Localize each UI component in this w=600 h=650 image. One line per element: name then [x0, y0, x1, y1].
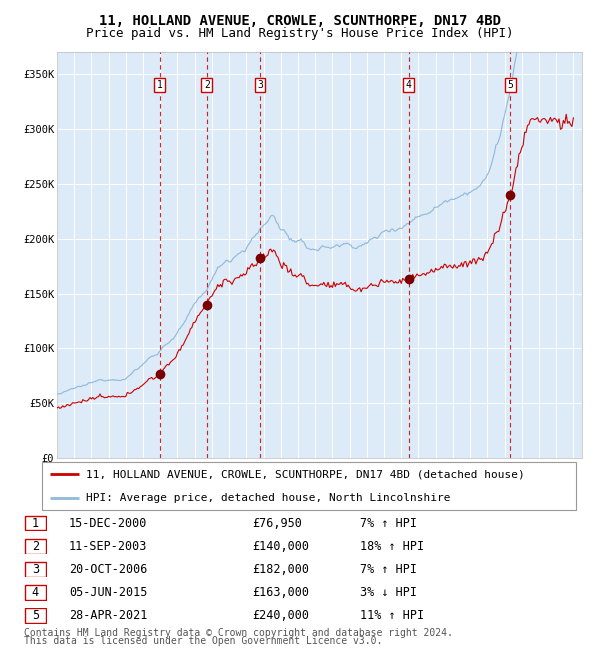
Text: £76,950: £76,950	[252, 517, 302, 530]
Text: 05-JUN-2015: 05-JUN-2015	[69, 586, 148, 599]
Text: 4: 4	[406, 80, 412, 90]
Text: 18% ↑ HPI: 18% ↑ HPI	[360, 540, 424, 552]
Text: 2: 2	[32, 540, 39, 552]
Text: 20-OCT-2006: 20-OCT-2006	[69, 563, 148, 576]
Text: 3% ↓ HPI: 3% ↓ HPI	[360, 586, 417, 599]
Text: 11-SEP-2003: 11-SEP-2003	[69, 540, 148, 552]
Text: 1: 1	[32, 517, 39, 530]
Text: HPI: Average price, detached house, North Lincolnshire: HPI: Average price, detached house, Nort…	[86, 493, 450, 502]
Text: 1: 1	[157, 80, 163, 90]
Text: 7% ↑ HPI: 7% ↑ HPI	[360, 517, 417, 530]
Text: 3: 3	[32, 563, 39, 576]
Text: £140,000: £140,000	[252, 540, 309, 552]
Text: 2: 2	[204, 80, 209, 90]
FancyBboxPatch shape	[25, 539, 46, 554]
FancyBboxPatch shape	[25, 562, 46, 577]
Text: £182,000: £182,000	[252, 563, 309, 576]
Text: 4: 4	[32, 586, 39, 599]
Text: 11, HOLLAND AVENUE, CROWLE, SCUNTHORPE, DN17 4BD: 11, HOLLAND AVENUE, CROWLE, SCUNTHORPE, …	[99, 14, 501, 29]
Text: £240,000: £240,000	[252, 609, 309, 622]
Text: 3: 3	[257, 80, 263, 90]
FancyBboxPatch shape	[42, 462, 576, 510]
Text: 5: 5	[32, 609, 39, 622]
Text: 7% ↑ HPI: 7% ↑ HPI	[360, 563, 417, 576]
FancyBboxPatch shape	[25, 608, 46, 623]
Text: 28-APR-2021: 28-APR-2021	[69, 609, 148, 622]
FancyBboxPatch shape	[25, 516, 46, 530]
FancyBboxPatch shape	[25, 585, 46, 600]
Text: 5: 5	[507, 80, 513, 90]
Text: Price paid vs. HM Land Registry's House Price Index (HPI): Price paid vs. HM Land Registry's House …	[86, 27, 514, 40]
Text: 11% ↑ HPI: 11% ↑ HPI	[360, 609, 424, 622]
Text: Contains HM Land Registry data © Crown copyright and database right 2024.: Contains HM Land Registry data © Crown c…	[24, 628, 453, 638]
Text: This data is licensed under the Open Government Licence v3.0.: This data is licensed under the Open Gov…	[24, 636, 382, 645]
Text: £163,000: £163,000	[252, 586, 309, 599]
Text: 11, HOLLAND AVENUE, CROWLE, SCUNTHORPE, DN17 4BD (detached house): 11, HOLLAND AVENUE, CROWLE, SCUNTHORPE, …	[86, 469, 524, 479]
Text: 15-DEC-2000: 15-DEC-2000	[69, 517, 148, 530]
